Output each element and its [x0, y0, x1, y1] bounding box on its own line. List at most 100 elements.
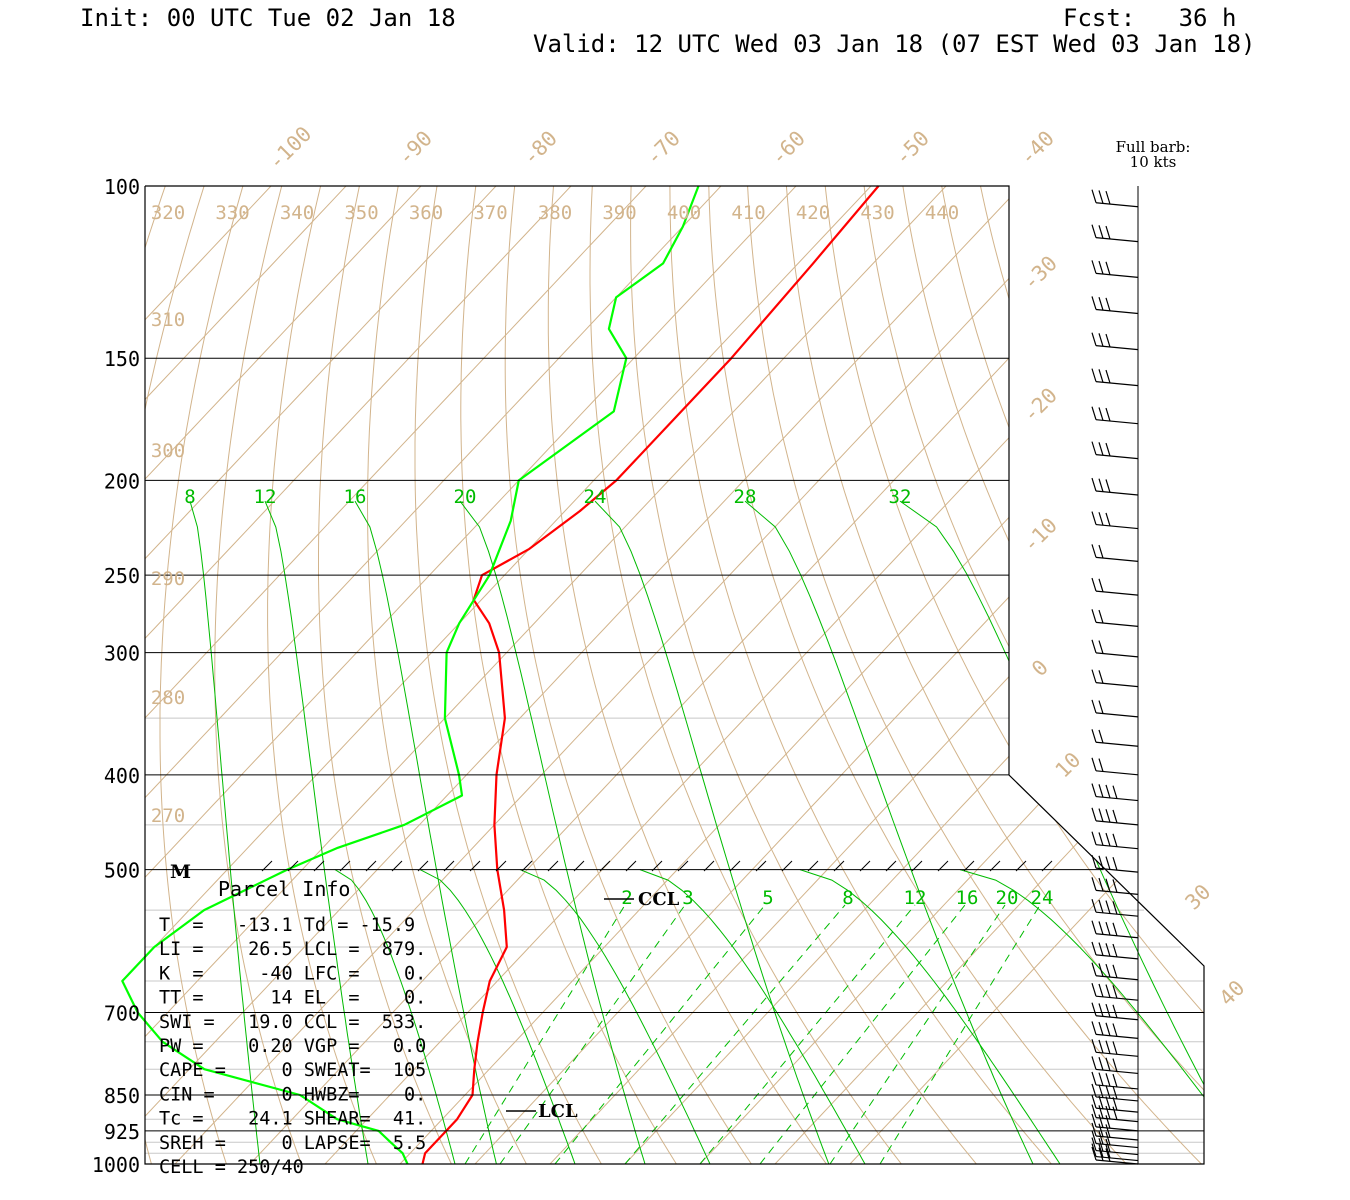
dry-adiabat: [214, 186, 302, 1164]
hatch-mark: [495, 860, 507, 872]
barb-feather: [1091, 920, 1097, 934]
isotherm: [849, 186, 1204, 1164]
wind-barb: [1091, 368, 1139, 387]
wind-barb: [1091, 224, 1139, 243]
isotherm: [145, 186, 347, 1164]
barb-feather: [1098, 296, 1104, 311]
isotherm-label: -60: [766, 126, 810, 170]
barb-feather: [1105, 984, 1111, 998]
barb-feather: [1105, 856, 1111, 870]
barb-feather: [1112, 964, 1118, 978]
plot-frame: [144, 185, 1205, 1165]
hatch-mark: [1015, 860, 1027, 872]
wind-barb: [1091, 899, 1139, 917]
barb-feather: [1105, 878, 1111, 892]
mixing-ratio-label: 3: [682, 887, 693, 909]
barb-feather: [1112, 1023, 1118, 1037]
hatch-mark: [677, 860, 689, 872]
barb-feather: [1112, 857, 1118, 871]
isotherm-label: -80: [518, 126, 562, 170]
barb-feather: [1091, 783, 1097, 797]
pressure-tick-label: 400: [104, 764, 140, 788]
mixing-ratio-label: 16: [956, 887, 979, 909]
moist-adiabat-label: 16: [344, 486, 367, 508]
hatch-mark: [443, 860, 455, 872]
moist-adiabat: [459, 500, 646, 1164]
barb-feather: [1105, 1131, 1111, 1146]
isotherm: [145, 186, 947, 1164]
forecast-hour-label: Fcst: 36 h: [1063, 4, 1237, 32]
barb-feather: [1098, 670, 1104, 684]
wind-barb: [1091, 577, 1139, 596]
dry-adiabat: [589, 186, 902, 1164]
barb-feather: [1098, 1144, 1104, 1158]
wind-barb: [1091, 332, 1139, 351]
isotherm: [174, 186, 1097, 1164]
barb-feather: [1098, 1072, 1104, 1086]
dry-adiabat: [747, 186, 1202, 1164]
hatch-mark: [521, 860, 533, 872]
hatch-mark: [729, 860, 741, 872]
barb-feather: [1091, 260, 1097, 274]
isotherm-label: -40: [1015, 126, 1059, 170]
parcel-info-row: CIN = 0 HWBZ= 0.: [159, 1084, 426, 1105]
pressure-tick-label: 300: [104, 642, 140, 666]
hatch-mark: [755, 860, 767, 872]
barb-feather: [1098, 700, 1104, 714]
barb-feather: [1098, 963, 1104, 977]
wind-barb: [1091, 189, 1139, 208]
barb-feather: [1112, 943, 1118, 958]
barb-feather: [1105, 1040, 1111, 1054]
barb-feather: [1091, 1146, 1097, 1161]
moist-adiabat: [189, 500, 261, 1164]
wind-barb: [1091, 1094, 1139, 1113]
barb-feather: [1105, 963, 1111, 978]
mixing-ratio-line: [829, 904, 1006, 1164]
wind-barb: [1091, 296, 1139, 315]
barb-feather: [1091, 941, 1097, 956]
wind-barb: [1091, 544, 1139, 562]
barb-feather: [1091, 669, 1097, 683]
parcel-info-title: Parcel Info: [218, 877, 350, 901]
theta-label: 340: [280, 202, 314, 224]
moist-adiabat: [799, 869, 1061, 1164]
barb-feather: [1091, 699, 1097, 714]
barb-staff: [1095, 682, 1139, 688]
theta-label: 290: [151, 568, 185, 590]
isotherm-label: -10: [1018, 513, 1062, 557]
isotherm: [145, 186, 1022, 1164]
temperature-profile: [421, 185, 880, 1165]
mixing-ratio-line: [464, 904, 626, 1164]
mixing-ratio-label: 2: [621, 887, 632, 909]
hatch-mark: [651, 860, 663, 872]
pressure-tick-label: 100: [104, 175, 140, 199]
barb-feather: [1105, 297, 1111, 312]
barb-feather: [1098, 190, 1104, 204]
moist-adiabat: [334, 869, 456, 1164]
wind-barb: [1091, 807, 1139, 826]
isotherm-label: -70: [641, 126, 685, 170]
barb-feather: [1098, 899, 1104, 914]
theta-label: 270: [151, 805, 185, 827]
barb-feather: [1091, 877, 1097, 891]
dry-adiabat: [547, 186, 827, 1164]
theta-label: 390: [602, 202, 636, 224]
hatch-mark: [781, 860, 793, 872]
barb-feather: [1091, 609, 1097, 623]
barb-feather: [1091, 962, 1097, 976]
mixing-ratio-label: 24: [1031, 887, 1054, 909]
barb-feather: [1098, 1105, 1104, 1119]
barb-feather: [1112, 879, 1118, 893]
parcel-info-row: PW = 0.20 VGP = 0.0: [159, 1036, 426, 1057]
theta-label: 330: [215, 202, 249, 224]
barb-feather: [1098, 877, 1104, 892]
barb-feather: [1112, 922, 1118, 937]
barb-staff: [1095, 556, 1139, 562]
barb-feather: [1098, 640, 1104, 654]
barb-feather: [1105, 1138, 1111, 1153]
barb-feather: [1098, 260, 1104, 275]
mixing-ratio-line: [699, 904, 916, 1164]
isotherm: [474, 186, 1204, 1164]
barb-feather: [1091, 1130, 1097, 1144]
isotherm: [145, 186, 872, 1164]
